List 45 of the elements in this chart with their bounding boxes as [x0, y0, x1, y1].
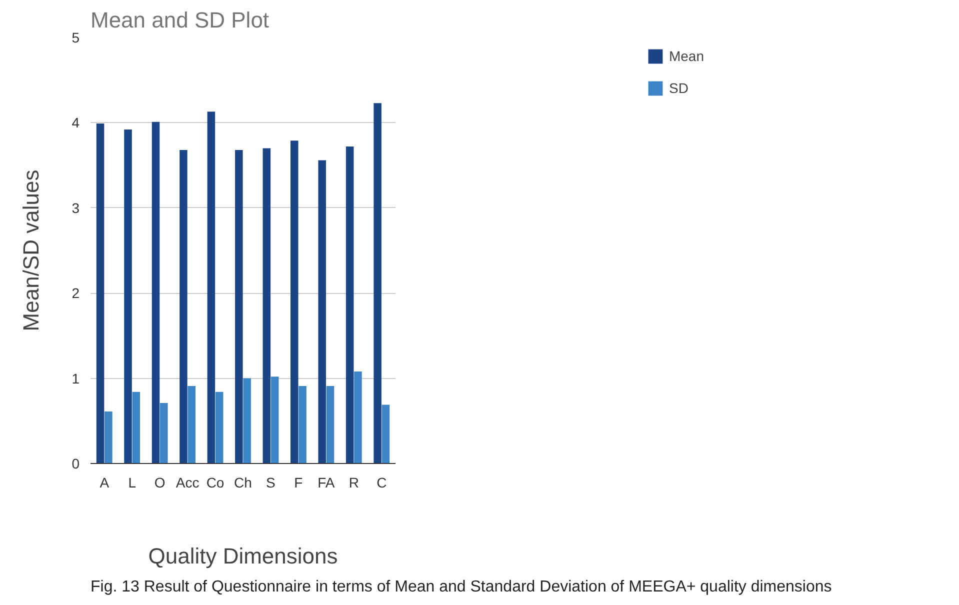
- y-tick-label: 3: [72, 200, 80, 216]
- bar: [326, 386, 334, 464]
- bar: [382, 404, 390, 464]
- bar: [96, 124, 104, 464]
- bar: [346, 146, 354, 464]
- bar: [235, 150, 243, 464]
- y-tick-label: 5: [72, 30, 80, 46]
- y-tick-label: 2: [72, 285, 80, 302]
- x-tick-label: S: [266, 474, 276, 490]
- bar: [374, 103, 382, 464]
- legend-label: SD: [668, 80, 689, 96]
- caption: Fig. 13 Result of Questionnaire in terms of Mean and Standard Deviation of MEEGA+ quality dimensions: [90, 578, 832, 596]
- y-tick-label: 4: [72, 114, 80, 131]
- bar: [270, 376, 279, 464]
- legend-label: Mean: [668, 48, 704, 64]
- chart-title: Mean and SD Plot: [90, 8, 270, 32]
- bar: [243, 378, 251, 464]
- x-tick-label: Acc: [176, 474, 200, 490]
- bar: [160, 403, 168, 464]
- bar: [298, 386, 306, 464]
- bar: [215, 392, 224, 464]
- bar: [262, 148, 271, 464]
- bar: [180, 150, 188, 464]
- y-tick-label: 0: [72, 456, 80, 472]
- bar: [290, 140, 298, 464]
- bar: [124, 130, 132, 464]
- x-tick-label: C: [376, 474, 387, 490]
- x-tick-label: Ch: [234, 474, 252, 490]
- x-tick-label: FA: [318, 474, 336, 490]
- x-tick-label: F: [294, 474, 303, 490]
- bar: [188, 386, 196, 464]
- bar: [132, 392, 140, 464]
- bar: [152, 122, 160, 464]
- y-tick-label: 1: [72, 370, 80, 386]
- x-axis-title: Quality Dimensions: [148, 544, 338, 568]
- x-tick-label: R: [348, 474, 359, 490]
- bar: [354, 371, 362, 464]
- x-tick-label: O: [154, 474, 166, 490]
- bar: [207, 112, 216, 464]
- y-axis-title: Mean/SD values: [18, 170, 44, 332]
- x-tick-label: A: [100, 474, 110, 490]
- bar: [104, 412, 112, 464]
- x-tick-label: L: [128, 474, 136, 490]
- x-tick-label: Co: [206, 474, 224, 490]
- bar: [318, 160, 326, 464]
